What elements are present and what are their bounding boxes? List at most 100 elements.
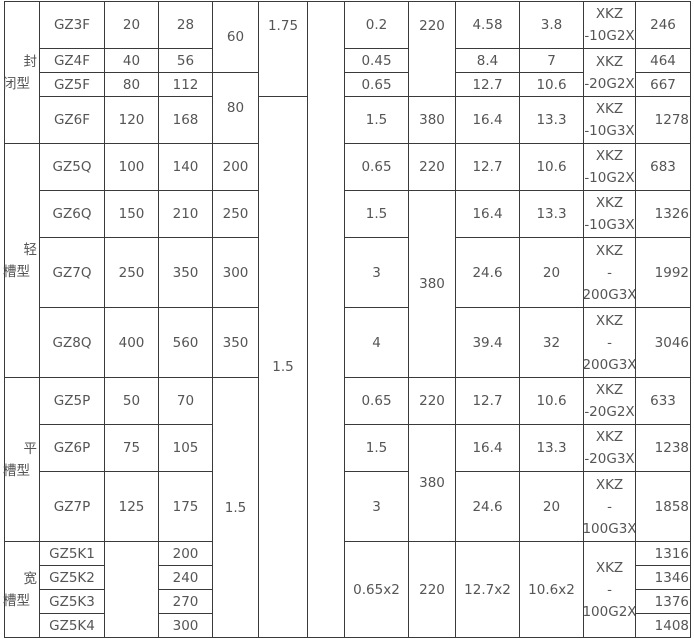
table-cell-col4: 200 [212,143,259,191]
model-cell: GZ6F [39,96,105,144]
table-cell-col3: 240 [158,565,213,590]
table-cell-col6 [307,1,345,638]
table-cell-col9: 16.4 [455,96,520,144]
model-cell: GZ6Q [39,190,105,238]
category-label: 槽型 [3,462,30,479]
table-cell-col3: 105 [158,424,213,472]
category-label: 封 [23,53,38,70]
table-cell-col5: 1.75 [258,1,308,97]
table-cell-col3: 70 [158,377,213,425]
table-cell-col8: 380 [408,190,456,378]
table-cell-col10: 10.6 [519,72,584,97]
table-cell-col4: 250 [212,190,259,238]
table-cell-col7: 3 [344,471,409,542]
table-cell-col3: 210 [158,190,213,238]
model-cell: GZ5K1 [39,541,105,566]
table-cell-col7: 0.45 [344,48,409,73]
model-cell: GZ7P [39,471,105,542]
model-cell: GZ3F [39,1,105,49]
table-cell-col10: 13.3 [519,424,584,472]
table-cell-col11: XKZ -10G3X [583,96,636,144]
table-cell-col11: XKZ -10G2X [583,1,636,49]
category-cell: 封闭型 [3,1,40,144]
table-cell-col12: 246 [635,1,691,49]
table-cell-col10: 20 [519,471,584,542]
table-cell-col12: 1326 [635,190,691,238]
category-label: 闭型 [3,75,30,92]
table-cell-col3: 350 [158,237,213,308]
table-cell-col11: XKZ -20G2X [583,48,636,97]
table-cell-col2: 50 [104,377,159,425]
table-cell-col2: 150 [104,190,159,238]
category-label: 槽型 [3,592,30,609]
table-cell-col3: 56 [158,48,213,73]
table-cell-col10: 10.6x2 [519,541,584,638]
table-cell-col4: 300 [212,237,259,308]
table-cell-col10: 20 [519,237,584,308]
table-cell-col3: 560 [158,307,213,378]
table-cell-col7: 0.65x2 [344,541,409,638]
table-cell-col11: XKZ - 200G3X [582,307,637,378]
table-cell-col2: 40 [104,48,159,73]
table-cell-col9: 8.4 [455,48,520,73]
table-cell-col4: 1.5 [212,377,259,638]
table-cell-col11: XKZ - 200G3X [582,237,637,308]
category-cell: 平槽型 [3,377,40,542]
model-cell: GZ6P [39,424,105,472]
table-cell-col10: 3.8 [519,1,584,49]
table-cell-col2: 120 [104,96,159,144]
table-cell-col11: XKZ - 100G2X [582,541,637,638]
table-cell-col9: 24.6 [455,471,520,542]
model-cell: GZ5K3 [39,589,105,614]
table-cell-col7: 4 [344,307,409,378]
table-cell-col4: 80 [212,72,259,144]
table-cell-col9: 24.6 [455,237,520,308]
table-cell-col7: 0.65 [344,377,409,425]
model-cell: GZ5K2 [39,565,105,590]
table-cell-col9: 12.7 [455,72,520,97]
table-cell-col2: 80 [104,72,159,97]
table-cell-col2: 400 [104,307,159,378]
table-cell-col3: 175 [158,471,213,542]
table-cell-col2 [104,541,159,638]
table-cell-col12: 683 [635,143,691,191]
table-cell-col2: 125 [104,471,159,542]
table-cell-col12: 1278 [635,96,691,144]
model-cell: GZ7Q [39,237,105,308]
table-cell-col7: 0.65 [344,143,409,191]
category-cell: 宽槽型 [3,541,40,638]
table-cell-col9: 12.7 [455,143,520,191]
table-cell-col12: 1376 [635,589,691,614]
table-cell-col12: 1992 [635,237,691,308]
table-cell-col7: 1.5 [344,190,409,238]
table-cell-col12: 667 [635,72,691,97]
table-cell-col8: 220 [408,541,456,638]
table-cell-col12: 1408 [635,613,691,638]
category-label: 轻 [23,241,38,258]
model-cell: GZ4F [39,48,105,73]
table-cell-col8: 220 [408,143,456,191]
category-cell: 轻槽型 [3,143,40,378]
table-cell-col8: 220 [408,377,456,425]
table-cell-col12: 1238 [635,424,691,472]
table-cell-col3: 168 [158,96,213,144]
table-cell-col8: 380 [408,96,456,144]
table-cell-col9: 39.4 [455,307,520,378]
table-cell-col2: 75 [104,424,159,472]
table-cell-col9: 16.4 [455,190,520,238]
table-cell-col12: 633 [635,377,691,425]
table-cell-col9: 16.4 [455,424,520,472]
table-cell-col11: XKZ -10G2X [583,143,636,191]
table-cell-col9: 4.58 [455,1,520,49]
table-cell-col7: 3 [344,237,409,308]
table-cell-col2: 20 [104,1,159,49]
table-cell-col10: 10.6 [519,143,584,191]
table-cell-col3: 112 [158,72,213,97]
table-cell-col12: 1858 [635,471,691,542]
model-cell: GZ8Q [39,307,105,378]
table-cell-col3: 28 [158,1,213,49]
table-cell-col11: XKZ - 100G3X [582,471,637,542]
model-cell: GZ5K4 [39,613,105,638]
table-cell-col3: 200 [158,541,213,566]
